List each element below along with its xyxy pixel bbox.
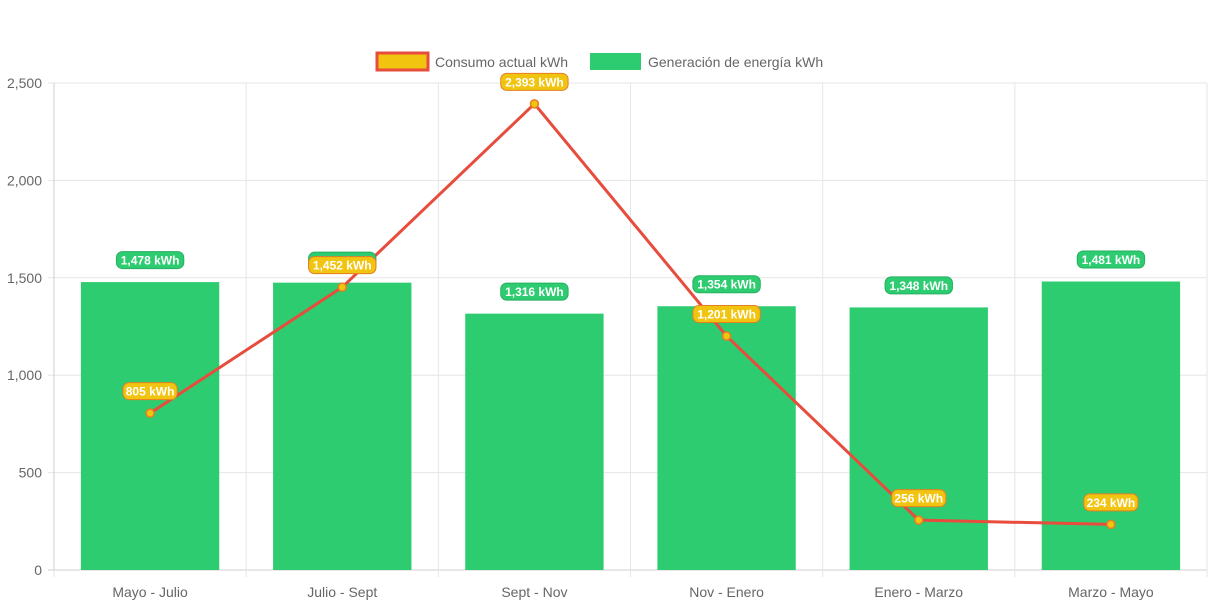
line-data-label: 2,393 kWh	[505, 75, 564, 89]
consumo-line	[149, 102, 1111, 526]
y-tick-label: 2,500	[7, 75, 42, 91]
bar[interactable]	[273, 282, 412, 570]
line-point[interactable]	[1106, 519, 1116, 530]
line-data-label-bg	[500, 72, 569, 91]
line-label-layer: 805 kWh 1,452 kWh 2,393 kWh 1,201 kWh 256 kW…	[122, 72, 1139, 512]
bar[interactable]	[465, 313, 604, 570]
legend: Consumo actual kWh Generación de energía…	[375, 51, 823, 72]
bar-data-label: 1,478 kWh	[121, 254, 180, 268]
line-data-label: 234 kWh	[1087, 496, 1136, 510]
line-data-label-bg	[308, 256, 377, 275]
bar-data-label-bg	[692, 275, 761, 294]
legend-swatch-generacion[interactable]	[590, 53, 641, 70]
line-data-label-bg	[1083, 493, 1139, 512]
line-data-label: 805 kWh	[126, 385, 175, 399]
line-data-label-bg	[122, 382, 178, 401]
y-tick-label: 2,000	[7, 172, 42, 188]
x-tick-label: Enero - Marzo	[874, 584, 963, 600]
bar-data-label: 1,354 kWh	[697, 278, 756, 292]
y-tick-label: 1,000	[7, 367, 42, 383]
bar-data-label: 1,481 kWh	[1082, 253, 1141, 267]
line-data-label-bg	[692, 305, 761, 324]
legend-label-consumo[interactable]: Consumo actual kWh	[435, 54, 568, 70]
x-tick-label: Sept - Nov	[501, 584, 567, 600]
bar-data-label: 1,348 kWh	[889, 279, 948, 293]
axis-layer: 0 500 1,000 1,500 2,000 2,500 Mayo - Julio Juli…	[7, 75, 1154, 600]
line-point[interactable]	[721, 331, 732, 341]
line-point[interactable]	[529, 99, 540, 109]
bar-data-label-bg	[1076, 250, 1146, 269]
bar-data-label-bg	[115, 251, 185, 270]
line-point[interactable]	[145, 408, 155, 418]
y-tick-label: 1,500	[7, 270, 42, 286]
legend-swatch-consumo[interactable]	[375, 51, 430, 72]
bar[interactable]	[849, 307, 988, 570]
y-tick-label: 0	[34, 562, 42, 578]
x-tick-label: Marzo - Mayo	[1068, 584, 1154, 600]
bar-data-label-bg	[884, 276, 953, 295]
x-tick-label: Mayo - Julio	[112, 584, 188, 600]
line-data-label-bg	[891, 489, 947, 508]
x-tick-label: Julio - Sept	[307, 584, 377, 600]
line-point[interactable]	[337, 282, 347, 292]
bar[interactable]	[80, 282, 220, 570]
line-layer	[145, 99, 1116, 530]
grid-layer	[48, 82, 1208, 577]
legend-label-generacion[interactable]: Generación de energía kWh	[648, 54, 823, 70]
line-data-label: 1,201 kWh	[697, 308, 756, 322]
line-data-label: 256 kWh	[894, 492, 943, 506]
bar[interactable]	[657, 306, 796, 570]
bar-data-label: 1,316 kWh	[505, 285, 564, 299]
x-tick-label: Nov - Enero	[689, 584, 764, 600]
line-point[interactable]	[914, 515, 924, 525]
y-tick-label: 500	[19, 465, 43, 481]
line-data-label: 1,452 kWh	[313, 259, 372, 273]
bar-data-label-bg	[500, 282, 569, 301]
